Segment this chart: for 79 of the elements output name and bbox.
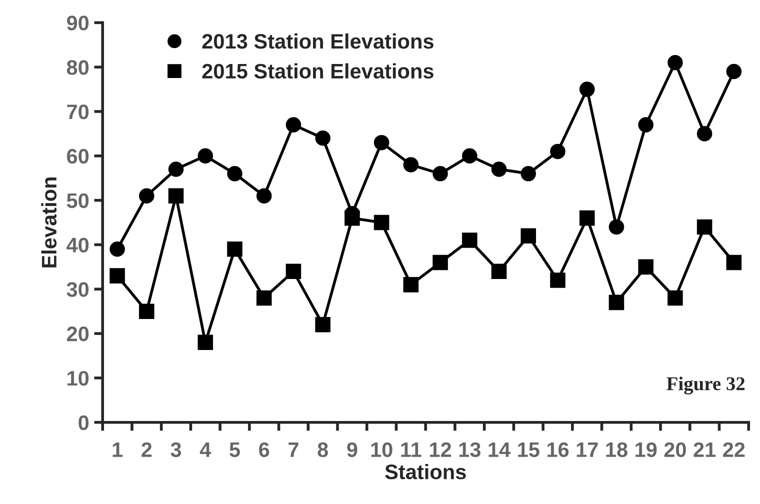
x-tick-label: 16: [547, 442, 569, 458]
point: [696, 219, 712, 235]
point: [227, 242, 242, 257]
y-tick-label: 10: [68, 370, 89, 386]
point: [726, 254, 742, 270]
y-tick-label: 30: [66, 282, 89, 297]
x-tick-label: 20: [664, 442, 686, 458]
point: [198, 148, 214, 164]
x-tick-label: 4: [200, 442, 212, 457]
y-tick-label: 80: [66, 60, 89, 75]
x-tick-label: 17: [576, 442, 598, 457]
point: [227, 166, 242, 182]
x-tick-label: 9: [347, 442, 358, 458]
point: [491, 162, 507, 177]
point: [550, 272, 566, 288]
point: [696, 126, 712, 142]
point: [432, 254, 448, 270]
point: [579, 82, 595, 97]
y-tick-label: 20: [66, 326, 89, 342]
x-tick-label: 3: [170, 442, 182, 458]
x-tick-label: 5: [230, 442, 240, 458]
y-tick-label: 70: [67, 104, 89, 120]
point: [550, 144, 566, 160]
point: [432, 166, 448, 182]
point: [286, 264, 302, 280]
point: [403, 157, 419, 172]
x-tick-label: 10: [371, 442, 392, 458]
x-tick-label: 19: [636, 442, 657, 458]
point: [608, 219, 624, 235]
y-tick-label: 90: [66, 16, 89, 30]
point: [168, 162, 184, 177]
point: [139, 304, 154, 319]
point: [638, 117, 654, 132]
legend-label: 2015 Station Elevations: [202, 63, 434, 79]
point: [315, 130, 330, 146]
point: [256, 188, 272, 204]
point: [668, 55, 683, 70]
point: [139, 188, 154, 204]
x-tick-label: 14: [488, 442, 510, 457]
point: [374, 214, 390, 230]
point: [256, 290, 272, 306]
y-tick-label: 0: [78, 415, 89, 430]
legend-label: 2013 Station Elevations: [202, 33, 434, 49]
point: [198, 334, 214, 350]
x-axis-title: Stations: [385, 464, 466, 480]
point: [491, 264, 507, 280]
point: [315, 317, 330, 332]
x-tick-label: 1: [112, 442, 122, 457]
point: [608, 294, 624, 310]
point: [462, 148, 478, 164]
point: [286, 117, 302, 132]
x-tick-label: 2: [142, 442, 152, 457]
x-tick-label: 13: [459, 442, 480, 458]
y-tick-label: 40: [66, 238, 89, 252]
x-tick-label: 21: [694, 442, 716, 457]
point: [374, 134, 390, 150]
point: [168, 188, 184, 204]
point: [520, 228, 536, 244]
y-tick-label: 50: [66, 193, 89, 208]
point: [403, 277, 419, 292]
point: [638, 259, 654, 275]
point: [110, 242, 125, 257]
point: [520, 166, 536, 182]
x-tick-label: 18: [606, 442, 628, 458]
annotation: Figure 32: [666, 376, 745, 394]
x-tick-label: 22: [723, 442, 745, 457]
point: [110, 268, 125, 284]
x-tick-label: 11: [401, 442, 422, 457]
y-axis-title: Elevation: [41, 177, 57, 268]
point: [668, 290, 683, 306]
point: [579, 210, 595, 226]
point: [462, 232, 478, 248]
x-tick-label: 6: [259, 442, 270, 458]
x-tick-label: 12: [430, 442, 452, 457]
x-tick-label: 7: [288, 442, 298, 457]
y-tick-label: 60: [66, 148, 89, 164]
point: [726, 64, 742, 80]
x-tick-label: 8: [318, 442, 328, 458]
x-tick-label: 15: [518, 442, 540, 458]
